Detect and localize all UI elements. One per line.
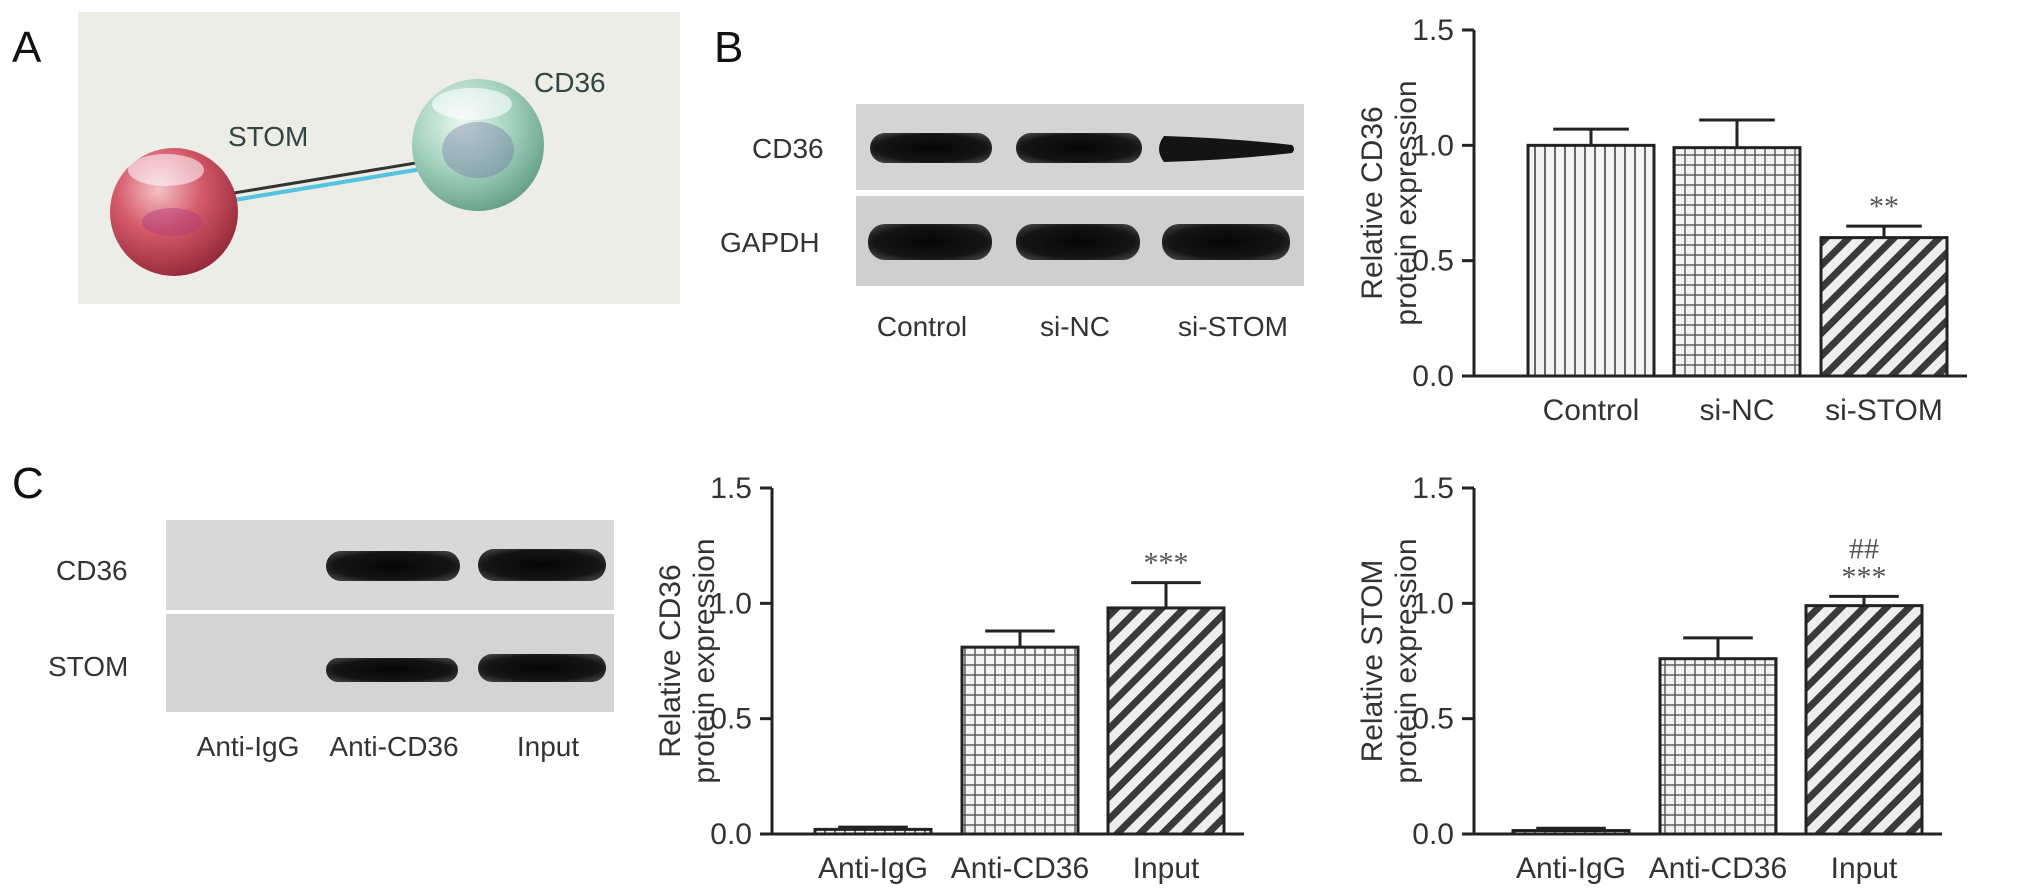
blot-band [1162,224,1290,260]
x-tick-label: si-STOM [1825,394,1943,427]
blot-b-row-label: CD36 [752,133,824,164]
bar [1658,657,1778,836]
y-tick-label: 1.0 [710,587,752,620]
stom-node-label: STOM [228,121,308,152]
blot-c-row-label: CD36 [56,555,128,586]
stom-node-highlight [128,154,204,186]
y-tick-label: 0.0 [1412,818,1454,851]
y-tick-label: 0.5 [710,703,752,736]
y-tick-label: 1.0 [1412,129,1454,162]
cd36-node-texture [442,122,514,178]
blot-b-lane-label: si-STOM [1178,311,1288,342]
y-axis-title: Relative CD36 [654,564,687,757]
bar [1672,146,1802,378]
blot-b-lane-label: si-NC [1040,311,1110,342]
panel-a-letter: A [12,23,42,72]
cd36-node-label: CD36 [534,67,606,98]
y-axis-title: Relative CD36 [1356,106,1389,299]
blot-c-row-label: STOM [48,651,128,682]
panel-b-letter: B [714,23,743,72]
bar [1511,829,1631,836]
panel-c-blot: CD36 STOM Anti-IgG Anti-CD36 Input [48,520,614,762]
blot-c-lane-label: Anti-CD36 [329,731,458,762]
cd36-node-highlight [432,88,512,120]
bar [1819,236,1949,378]
y-axis-title: protein expression [688,538,721,783]
x-tick-label: Control [1543,394,1640,427]
bar [813,827,933,836]
blot-band [478,654,606,682]
x-tick-label: Input [1133,852,1200,885]
y-tick-label: 0.0 [1412,360,1454,393]
x-tick-label: Input [1831,852,1898,885]
bar-chart-c-cd36: 0.0 0.5 1.0 1.5 Relative CD36 protein express… [654,472,1244,885]
x-tick-label: Anti-IgG [1516,852,1626,885]
y-axis-title: protein expression [1390,80,1423,325]
y-tick-label: 0.5 [1412,703,1454,736]
x-tick-label: si-NC [1700,394,1775,427]
blot-b-lane-label: Control [877,311,967,342]
blot-band [326,551,460,581]
blot-c-lane-label: Input [517,731,579,762]
blot-b-row-label: GAPDH [720,227,820,258]
significance-marker: *** [1842,560,1887,593]
stom-node-texture [142,208,202,236]
significance-marker: ** [1869,190,1899,223]
significance-marker: ## [1849,532,1879,565]
blot-band [326,658,458,682]
bar [1526,143,1656,378]
blot-c-lane-label: Anti-IgG [197,731,300,762]
bar [960,645,1080,836]
y-tick-label: 1.5 [1412,472,1454,505]
y-tick-label: 0.0 [710,818,752,851]
panel-a-network: STOM CD36 [78,12,680,304]
x-tick-label: Anti-IgG [818,852,928,885]
blot-band [870,133,992,163]
x-tick-label: Anti-CD36 [1649,852,1787,885]
y-tick-label: 1.5 [710,472,752,505]
x-tick-label: Anti-CD36 [951,852,1089,885]
bar-chart-c-stom: 0.0 0.5 1.0 1.5 Relative STOM protein express… [1356,472,1942,885]
y-tick-label: 1.0 [1412,587,1454,620]
y-axis-title: protein expression [1390,538,1423,783]
blot-band [1016,133,1142,163]
y-tick-label: 1.5 [1412,14,1454,47]
y-axis-title: Relative STOM [1356,560,1389,763]
significance-marker: *** [1144,547,1189,580]
blot-band [1016,224,1140,260]
panel-c-letter: C [12,459,44,508]
blot-band [868,224,992,260]
bar-chart-b: 0.0 0.5 1.0 1.5 Relative CD36 protein express… [1356,14,1967,427]
y-tick-label: 0.5 [1412,245,1454,278]
blot-band [478,549,606,581]
bar [1106,606,1226,836]
blot-band [1159,136,1294,162]
panel-b-blot: CD36 GAPDH Control si-NC si-STOM [720,104,1304,342]
bar [1804,604,1924,836]
